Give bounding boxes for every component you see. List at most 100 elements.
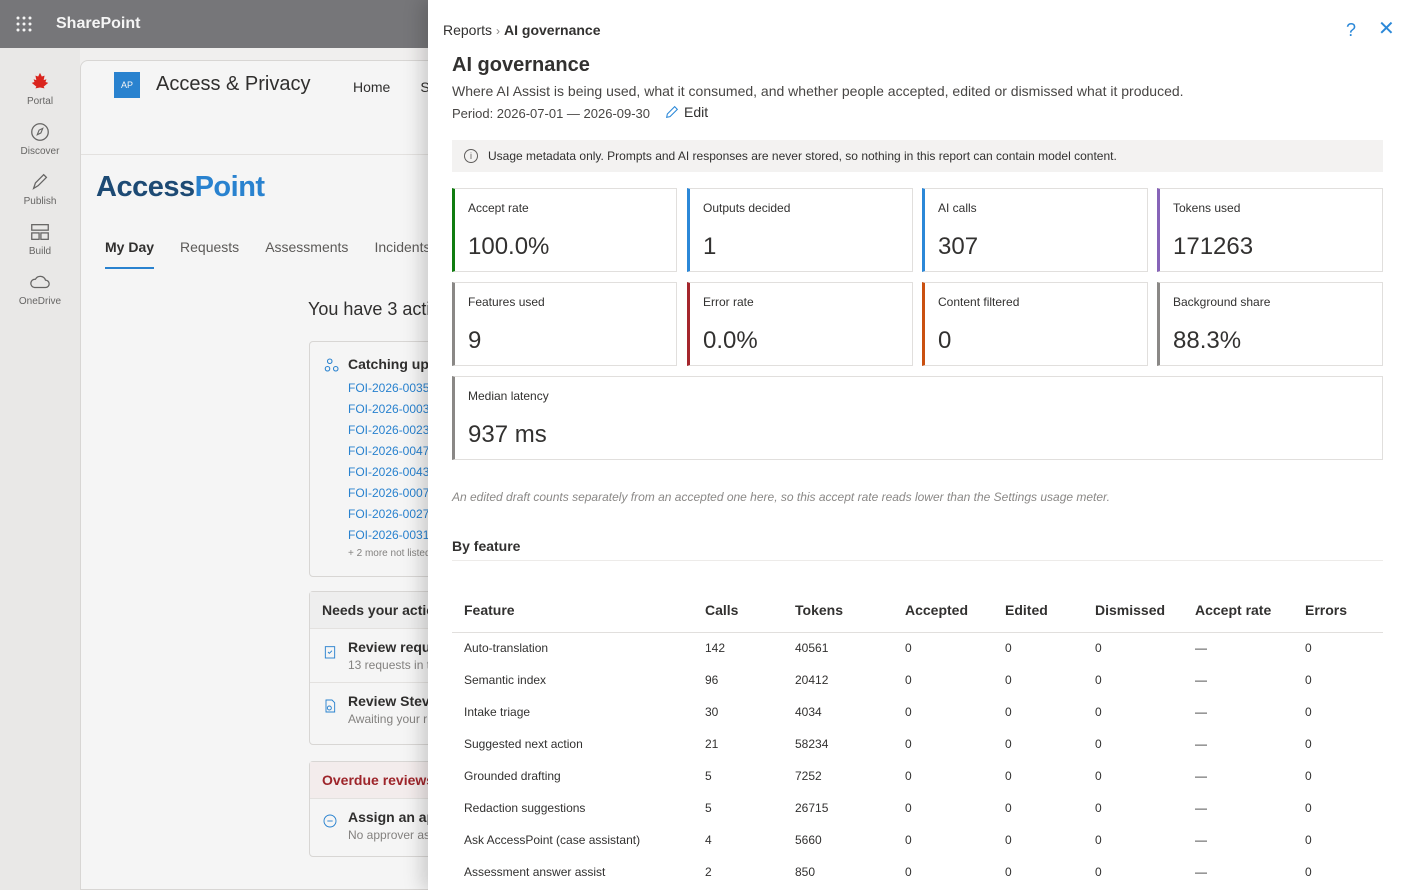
tab-assessments[interactable]: Assessments	[265, 239, 349, 255]
table-cell: 0	[1005, 801, 1012, 815]
actions-heading: You have 3 acti	[308, 299, 431, 319]
kpi-card: Content filtered 0	[922, 282, 1148, 366]
breadcrumb-current: AI governance	[504, 22, 601, 38]
help-icon[interactable]: ?	[1346, 20, 1357, 40]
column-header[interactable]: Dismissed	[1083, 588, 1183, 633]
foi-link[interactable]: FOI-2026-0031	[348, 528, 430, 542]
table-cell: 0	[1005, 705, 1012, 719]
kpi-value: 0	[938, 327, 952, 354]
table-cell: 4	[705, 833, 712, 847]
table-cell: Assessment answer assist	[464, 865, 606, 879]
breadcrumb-reports[interactable]: Reports	[443, 22, 493, 38]
compass-icon	[31, 123, 49, 141]
table-cell: 2	[705, 865, 712, 879]
suite-title[interactable]: SharePoint	[56, 15, 141, 32]
table-cell: 58234	[795, 737, 829, 751]
catching-up-title: Catching up	[348, 356, 429, 372]
table-cell: 0	[1305, 737, 1312, 751]
table-cell: 0	[1305, 801, 1312, 815]
table-cell: —	[1195, 769, 1207, 783]
kpi-card: AI calls 307	[922, 188, 1148, 272]
table-row: Auto-translation 142 40561 0 0 0 — 0	[452, 632, 1383, 664]
table-cell: 0	[1095, 769, 1102, 783]
table-cell: 850	[795, 865, 816, 879]
edit-period-button[interactable]: Edit	[664, 104, 708, 120]
table-cell: —	[1195, 705, 1207, 719]
table-cell: Semantic index	[464, 673, 547, 687]
rail-item-portal[interactable]: Portal	[0, 64, 80, 114]
column-header[interactable]: Accept rate	[1183, 588, 1293, 633]
table-cell: 5	[705, 769, 712, 783]
rail-label: Build	[28, 246, 52, 257]
table-cell: —	[1195, 833, 1207, 847]
kpi-card: Outputs decided 1	[687, 188, 913, 272]
rail-item-discover[interactable]: Discover	[0, 114, 80, 164]
table-cell: 0	[1095, 833, 1102, 847]
rail-item-publish[interactable]: Publish	[0, 164, 80, 214]
foi-link[interactable]: FOI-2026-0027	[348, 507, 430, 521]
column-header[interactable]: Accepted	[893, 588, 993, 633]
table-cell: 21	[705, 737, 719, 751]
site-name[interactable]: Access & Privacy	[156, 73, 311, 95]
site-nav-home[interactable]: Home	[353, 79, 391, 95]
kpi-card: Accept rate 100.0%	[452, 188, 677, 272]
action-sub: No approver ass	[348, 828, 437, 842]
foi-link[interactable]: FOI-2026-0035	[348, 381, 430, 395]
table-cell: Intake triage	[464, 705, 531, 719]
close-icon[interactable]: ✕	[1378, 18, 1395, 40]
kpi-card: Features used 9	[452, 282, 677, 366]
foi-link[interactable]: FOI-2026-0043	[348, 465, 430, 479]
table-cell: 0	[905, 673, 912, 687]
layout-icon	[31, 224, 49, 240]
table-cell: —	[1195, 865, 1207, 879]
table-cell: Auto-translation	[464, 641, 549, 656]
action-row[interactable]: Assign an ap No approver ass	[310, 799, 708, 852]
foi-link[interactable]: FOI-2026-0003	[348, 402, 430, 416]
kpi-value: 171263	[1173, 233, 1254, 260]
feature-table: Feature Calls Tokens Accepted Edited Dis…	[452, 588, 1383, 888]
foi-link[interactable]: FOI-2026-0047	[348, 444, 430, 458]
kpi-card: Median latency 937 ms	[452, 376, 1383, 460]
period-text: Period: 2026-07-01 — 2026-09-30	[452, 106, 651, 121]
cloud-icon	[30, 275, 50, 289]
table-cell: 40561	[795, 641, 829, 656]
table-cell: 0	[1095, 705, 1102, 719]
table-cell: 0	[1005, 641, 1012, 656]
table-cell: 0	[905, 801, 912, 815]
app-rail: Portal Discover Publish Build OneDrive	[0, 48, 80, 890]
minus-circle-icon	[323, 814, 337, 828]
column-header[interactable]: Calls	[693, 588, 783, 633]
ai-governance-panel: Reports › AI governance ? ✕ AI governance …	[428, 0, 1406, 890]
tab-requests[interactable]: Requests	[180, 239, 240, 255]
table-row: Assessment answer assist 2 850 0 0 0 — 0	[452, 856, 1383, 888]
column-header[interactable]: Edited	[993, 588, 1083, 633]
table-cell: 0	[1005, 673, 1012, 687]
column-header[interactable]: Feature	[452, 588, 693, 633]
table-cell: Suggested next action	[464, 737, 583, 751]
notice-text: Usage metadata only. Prompts and AI resp…	[488, 149, 1117, 163]
table-row: Intake triage 30 4034 0 0 0 — 0	[452, 696, 1383, 728]
brand-access: Access	[96, 171, 195, 203]
rail-item-onedrive[interactable]: OneDrive	[0, 264, 80, 314]
column-header[interactable]: Tokens	[783, 588, 893, 633]
kpi-label: Error rate	[703, 295, 754, 309]
table-cell: 4034	[795, 705, 822, 719]
rail-item-build[interactable]: Build	[0, 214, 80, 264]
table-cell: —	[1195, 737, 1207, 751]
column-header[interactable]: Errors	[1293, 588, 1383, 633]
tab-incidents[interactable]: Incidents	[374, 239, 431, 255]
foi-link[interactable]: FOI-2026-0023	[348, 423, 430, 437]
table-cell: —	[1195, 641, 1207, 656]
tab-my-day[interactable]: My Day	[105, 239, 155, 269]
foi-link[interactable]: FOI-2026-0007	[348, 486, 430, 500]
kpi-label: Features used	[468, 295, 545, 309]
kpi-value: 0.0%	[703, 327, 758, 354]
kpi-value: 9	[468, 327, 482, 354]
app-launcher-icon[interactable]	[0, 0, 48, 48]
kpi-label: Background share	[1173, 295, 1271, 309]
site-logo[interactable]: AP	[114, 72, 140, 98]
table-cell: 5	[705, 801, 712, 815]
action-sub: Awaiting your r	[348, 712, 428, 726]
action-row[interactable]: Review Steve Awaiting your r	[310, 683, 708, 736]
table-cell: —	[1195, 673, 1207, 687]
